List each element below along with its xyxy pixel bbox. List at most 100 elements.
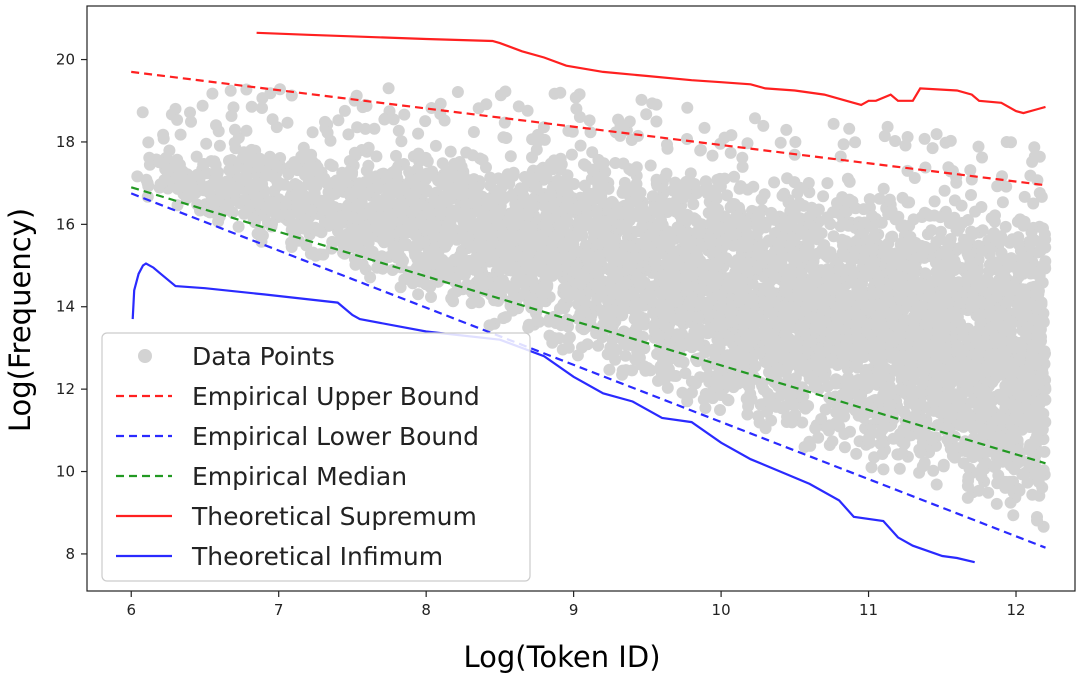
data-point bbox=[836, 341, 849, 354]
data-point bbox=[857, 251, 870, 264]
data-point bbox=[967, 228, 980, 240]
data-point bbox=[976, 244, 988, 257]
data-point bbox=[802, 240, 815, 253]
data-point bbox=[924, 209, 936, 222]
data-point bbox=[358, 220, 371, 233]
data-point bbox=[655, 237, 668, 250]
data-point bbox=[868, 229, 881, 242]
data-point bbox=[213, 139, 226, 152]
data-point bbox=[551, 174, 564, 187]
data-point bbox=[877, 463, 890, 476]
data-point bbox=[901, 284, 914, 297]
data-point bbox=[611, 257, 624, 269]
data-point bbox=[969, 205, 982, 218]
data-point bbox=[712, 203, 724, 216]
data-point bbox=[413, 181, 425, 194]
data-point bbox=[1034, 466, 1047, 479]
data-point bbox=[962, 384, 975, 397]
data-point bbox=[522, 175, 535, 188]
data-point bbox=[488, 281, 501, 294]
data-point bbox=[802, 400, 815, 412]
data-point bbox=[935, 332, 948, 345]
data-point bbox=[420, 259, 433, 272]
data-point bbox=[939, 393, 952, 406]
data-point bbox=[479, 196, 492, 209]
data-point bbox=[554, 156, 567, 169]
data-point bbox=[823, 439, 836, 451]
data-point bbox=[868, 451, 881, 464]
data-point bbox=[557, 241, 570, 254]
data-point bbox=[693, 284, 706, 297]
data-point bbox=[190, 150, 203, 163]
data-point bbox=[601, 348, 614, 361]
data-point bbox=[841, 172, 854, 185]
data-point bbox=[852, 390, 865, 403]
data-point bbox=[812, 431, 825, 444]
data-point bbox=[311, 161, 324, 174]
data-point bbox=[593, 186, 606, 199]
data-point bbox=[445, 213, 458, 226]
data-point bbox=[205, 155, 218, 168]
data-point bbox=[1019, 288, 1032, 301]
data-point bbox=[740, 217, 753, 230]
data-point bbox=[714, 404, 726, 416]
data-point bbox=[574, 307, 587, 320]
data-point bbox=[982, 486, 995, 499]
data-point bbox=[965, 189, 977, 201]
data-point bbox=[653, 330, 666, 343]
data-point bbox=[758, 188, 771, 201]
data-point bbox=[772, 380, 785, 393]
data-point bbox=[425, 291, 437, 303]
data-point bbox=[972, 484, 985, 497]
data-point bbox=[726, 361, 739, 374]
data-point bbox=[343, 187, 356, 200]
data-point bbox=[951, 224, 964, 237]
data-point bbox=[620, 224, 633, 237]
data-point bbox=[480, 161, 492, 174]
data-point bbox=[153, 156, 166, 169]
data-point bbox=[333, 234, 346, 247]
data-point bbox=[607, 331, 620, 344]
data-point bbox=[996, 196, 1009, 209]
data-point bbox=[556, 343, 569, 356]
data-point bbox=[684, 167, 697, 180]
data-point bbox=[854, 285, 867, 298]
data-point bbox=[561, 169, 574, 182]
data-point bbox=[405, 206, 418, 219]
data-point bbox=[951, 339, 964, 352]
data-point bbox=[484, 179, 497, 192]
data-point bbox=[803, 359, 816, 372]
data-point bbox=[816, 290, 829, 303]
data-point bbox=[749, 312, 761, 324]
data-point bbox=[710, 383, 723, 396]
data-point bbox=[989, 445, 1002, 458]
data-point bbox=[335, 214, 348, 227]
data-point bbox=[377, 167, 390, 180]
data-point bbox=[522, 321, 535, 334]
data-point bbox=[686, 291, 698, 304]
data-point bbox=[625, 259, 638, 271]
data-point bbox=[669, 205, 682, 218]
data-point bbox=[526, 199, 539, 212]
data-point bbox=[591, 205, 603, 218]
data-point bbox=[223, 164, 236, 177]
data-point bbox=[565, 148, 578, 161]
data-point bbox=[337, 246, 350, 259]
data-point bbox=[927, 464, 940, 477]
data-point bbox=[988, 331, 1001, 344]
data-point bbox=[283, 209, 296, 222]
data-point bbox=[304, 192, 317, 205]
data-point bbox=[819, 403, 832, 416]
data-point bbox=[999, 220, 1012, 233]
data-point bbox=[898, 437, 911, 450]
data-point bbox=[203, 186, 216, 199]
data-point bbox=[803, 435, 816, 448]
data-point bbox=[721, 189, 733, 202]
data-point bbox=[603, 363, 616, 376]
data-point bbox=[594, 176, 606, 189]
data-point bbox=[723, 331, 736, 344]
data-point bbox=[641, 231, 654, 244]
data-point bbox=[1016, 258, 1029, 271]
data-point bbox=[897, 219, 910, 232]
data-point bbox=[232, 220, 245, 233]
